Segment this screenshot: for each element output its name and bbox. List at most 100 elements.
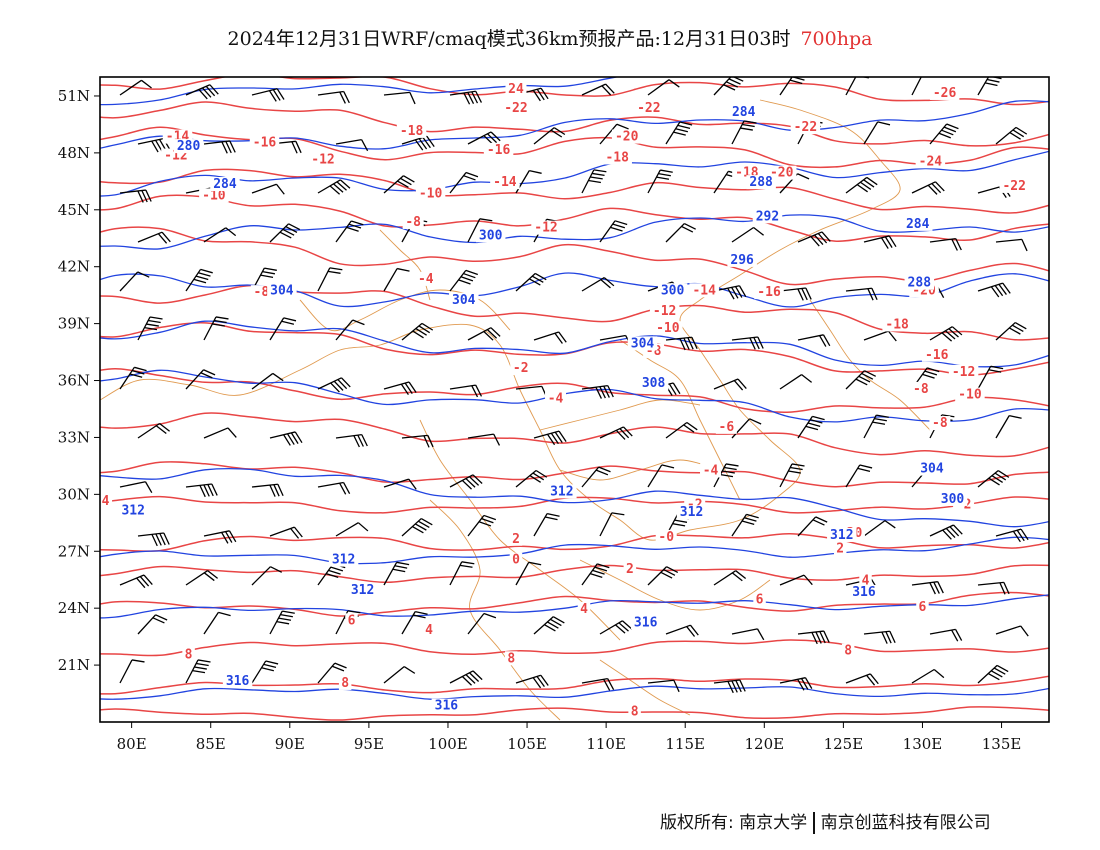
wind-barb [251, 483, 284, 497]
label-background [715, 419, 737, 434]
wind-barb [581, 466, 611, 488]
label-background [753, 592, 766, 607]
wind-barb [977, 365, 1004, 390]
wind-barb [203, 316, 229, 341]
lat-tick-label: 21N [58, 656, 90, 674]
temperature-label: -20 [615, 130, 639, 145]
isotherm [100, 101, 1049, 147]
geopotential-label: 312 [351, 583, 374, 598]
wind-barb [599, 220, 628, 243]
label-background [501, 101, 531, 116]
temperature-label: 6 [348, 613, 356, 628]
wind-barb [713, 77, 744, 96]
label-background [657, 283, 688, 298]
wind-barb [335, 522, 369, 537]
wind-barb [335, 220, 364, 243]
wind-barb [995, 625, 1029, 637]
wind-barb [647, 566, 679, 586]
wind-barb [137, 614, 168, 635]
label-background [308, 152, 338, 167]
wind-barb [335, 433, 368, 448]
wind-barb [335, 319, 365, 341]
wind-barb [449, 561, 475, 586]
temperature-label: 6 [756, 592, 764, 607]
wind-barb [119, 481, 153, 494]
wind-barb [317, 481, 351, 495]
wind-barb [515, 169, 542, 194]
label-background [415, 271, 437, 286]
wind-barb [251, 372, 284, 390]
wind-barb [863, 235, 897, 249]
wind-barb [119, 79, 152, 96]
wind-barb [995, 528, 1029, 543]
label-background [402, 214, 424, 229]
temperature-label: -8 [254, 285, 270, 300]
province-line [299, 289, 511, 332]
label-background [955, 387, 985, 402]
wind-barb [929, 326, 963, 342]
label-background [929, 85, 960, 100]
wind-barb [203, 427, 237, 439]
wind-barb [731, 628, 765, 641]
lon-tick-label: 110E [586, 735, 626, 753]
geopotential-label: 284 [732, 105, 756, 120]
wind-barb [401, 322, 434, 341]
wind-barb [401, 434, 434, 448]
label-background [602, 150, 632, 165]
wind-barb [185, 84, 219, 100]
temperature-label: -10 [202, 188, 226, 203]
wind-barb [185, 659, 211, 684]
isotherm [100, 77, 1049, 106]
label-background [882, 317, 912, 332]
wind-barb [647, 79, 680, 96]
wind-barb [515, 272, 547, 292]
isotherm [100, 564, 1049, 584]
temperature-label: -16 [487, 143, 511, 158]
wind-barb [797, 516, 828, 537]
wind-barb [317, 267, 343, 292]
height-contour [100, 320, 1049, 368]
label-background [347, 583, 378, 597]
label-background [431, 698, 462, 713]
lat-tick-label: 30N [58, 485, 90, 503]
wind-barb [581, 169, 607, 194]
wind-barb [515, 561, 542, 586]
wind-barb [269, 526, 303, 539]
label-background [833, 541, 847, 556]
label-background [915, 154, 946, 169]
wind-barb [449, 269, 479, 292]
geopotential-label: 316 [852, 585, 876, 600]
wind-barb [665, 421, 698, 439]
wind-barb [533, 331, 567, 344]
label-background [937, 491, 968, 506]
label-background [921, 347, 952, 362]
isotherm [100, 706, 1049, 721]
geopotential-label: 316 [226, 674, 250, 689]
label-background [531, 220, 561, 235]
temperature-label: 6 [919, 600, 927, 615]
temperature-label: -16 [925, 348, 949, 363]
height-contour [100, 594, 1049, 619]
wind-barb [977, 664, 1009, 684]
label-background [827, 527, 857, 542]
isotherm [100, 639, 1049, 657]
geopotential-label: 304 [452, 293, 476, 308]
wind-barb [383, 478, 417, 490]
wind-barb [317, 662, 347, 684]
wind-barb [137, 532, 170, 547]
longitude-axis: 80E 85E 90E 95E 100E 105E 110E 115E 120E 125E 130E… [117, 722, 1021, 753]
label-background [790, 120, 821, 135]
label-background [902, 216, 933, 231]
wind-barb [467, 327, 501, 341]
wind-barb [647, 464, 675, 488]
label-background [510, 361, 532, 376]
wind-barb [449, 670, 483, 686]
temperature-label: 8 [631, 704, 639, 719]
lat-tick-label: 45N [58, 201, 90, 219]
wind-barb [383, 666, 416, 684]
province-line [599, 659, 691, 716]
wind-barb [269, 610, 295, 635]
isotherm [100, 412, 1049, 458]
lon-tick-label: 85E [196, 735, 226, 753]
